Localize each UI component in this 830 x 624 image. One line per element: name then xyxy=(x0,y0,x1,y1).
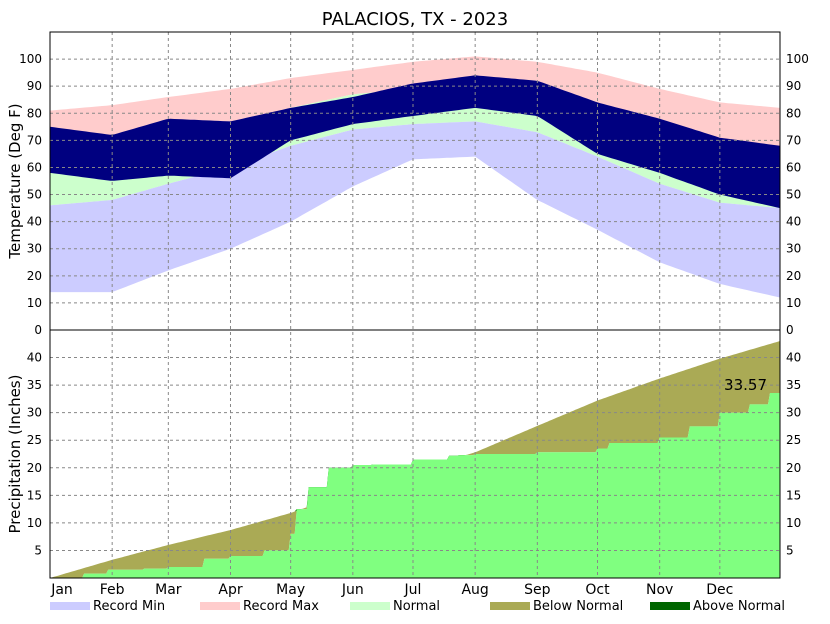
legend-item: Above Normal xyxy=(650,599,785,614)
temperature-tick-label-left: 10 xyxy=(27,296,42,310)
temperature-tick-label-left: 60 xyxy=(27,160,42,174)
month-label: Jul xyxy=(404,582,422,598)
month-label: Apr xyxy=(218,582,242,598)
precipitation-axis-label: Precipitation (Inches) xyxy=(6,375,24,534)
month-label: Jan xyxy=(50,582,73,598)
precipitation-tick-label-left: 35 xyxy=(27,378,42,392)
temperature-tick-label-right: 50 xyxy=(786,188,801,202)
temperature-tick-label-left: 0 xyxy=(34,323,42,337)
precipitation-tick-label-right: 30 xyxy=(786,406,801,420)
precipitation-total-label: 33.57 xyxy=(724,376,767,394)
precipitation-tick-label-left: 5 xyxy=(34,543,42,557)
temperature-tick-label-right: 70 xyxy=(786,133,801,147)
legend-label: Record Max xyxy=(243,599,319,614)
legend-label: Record Min xyxy=(93,599,165,614)
temperature-tick-label-right: 40 xyxy=(786,215,801,229)
observed-temperature-band xyxy=(50,75,780,209)
below-normal-area xyxy=(50,341,780,578)
precipitation-tick-label-right: 40 xyxy=(786,351,801,365)
legend-swatch xyxy=(490,602,530,610)
temperature-tick-label-left: 50 xyxy=(27,188,42,202)
temperature-tick-label-left: 40 xyxy=(27,215,42,229)
precipitation-tick-label-right: 25 xyxy=(786,433,801,447)
legend-item: Normal xyxy=(350,599,440,614)
legend: Record Min Record Max Normal Below Normal Ab… xyxy=(50,599,785,614)
temperature-tick-label-left: 90 xyxy=(27,79,42,93)
month-label: Jun xyxy=(341,582,364,598)
legend-label: Normal xyxy=(393,599,440,614)
temperature-tick-label-left: 100 xyxy=(19,52,42,66)
legend-label: Above Normal xyxy=(693,599,785,614)
month-label: Nov xyxy=(646,582,673,598)
precipitation-tick-label-left: 25 xyxy=(27,433,42,447)
temperature-tick-label-right: 80 xyxy=(786,106,801,120)
month-label: Aug xyxy=(461,582,488,598)
temperature-tick-label-left: 30 xyxy=(27,242,42,256)
chart-title: PALACIOS, TX - 2023 xyxy=(322,9,508,30)
temperature-tick-label-left: 70 xyxy=(27,133,42,147)
temperature-tick-label-right: 10 xyxy=(786,296,801,310)
month-label: Feb xyxy=(100,582,125,598)
precipitation-frame xyxy=(49,329,781,579)
precipitation-tick-label-left: 30 xyxy=(27,406,42,420)
temperature-tick-label-right: 20 xyxy=(786,269,801,283)
temperature-tick-label-right: 100 xyxy=(786,52,809,66)
month-label: Sep xyxy=(524,582,551,598)
temperature-axis-label: Temperature (Deg F) xyxy=(6,103,24,259)
legend-item: Below Normal xyxy=(490,599,623,614)
precipitation-tick-label-left: 15 xyxy=(27,488,42,502)
month-label: Mar xyxy=(155,582,182,598)
precipitation-tick-label-right: 10 xyxy=(786,516,801,530)
precipitation-tick-label-right: 35 xyxy=(786,378,801,392)
temperature-tick-label-right: 30 xyxy=(786,242,801,256)
temperature-tick-label-right: 90 xyxy=(786,79,801,93)
legend-swatch xyxy=(650,602,690,610)
temperature-plot xyxy=(50,56,780,298)
precipitation-tick-label-left: 10 xyxy=(27,516,42,530)
legend-swatch xyxy=(50,602,90,610)
month-label: May xyxy=(276,582,305,598)
legend-item: Record Max xyxy=(200,599,319,614)
temperature-tick-label-right: 60 xyxy=(786,160,801,174)
precipitation-tick-label-right: 15 xyxy=(786,488,801,502)
precipitation-tick-label-left: 40 xyxy=(27,351,42,365)
temperature-tick-label-right: 0 xyxy=(786,323,794,337)
month-label: Dec xyxy=(706,582,733,598)
temperature-tick-label-left: 20 xyxy=(27,269,42,283)
precipitation-tick-label-right: 5 xyxy=(786,543,794,557)
legend-item: Record Min xyxy=(50,599,165,614)
legend-swatch xyxy=(350,602,390,610)
temperature-tick-label-left: 80 xyxy=(27,106,42,120)
legend-swatch xyxy=(200,602,240,610)
precipitation-tick-label-left: 20 xyxy=(27,461,42,475)
precipitation-tick-label-right: 20 xyxy=(786,461,801,475)
precipitation-plot xyxy=(50,341,780,578)
month-label: Oct xyxy=(585,582,610,598)
grid-lines: 0 0 10 10 20 20 30 30 40 40 50 50 60 60 70 70 80 80 90 90 10… xyxy=(19,31,809,598)
legend-label: Below Normal xyxy=(533,599,623,614)
